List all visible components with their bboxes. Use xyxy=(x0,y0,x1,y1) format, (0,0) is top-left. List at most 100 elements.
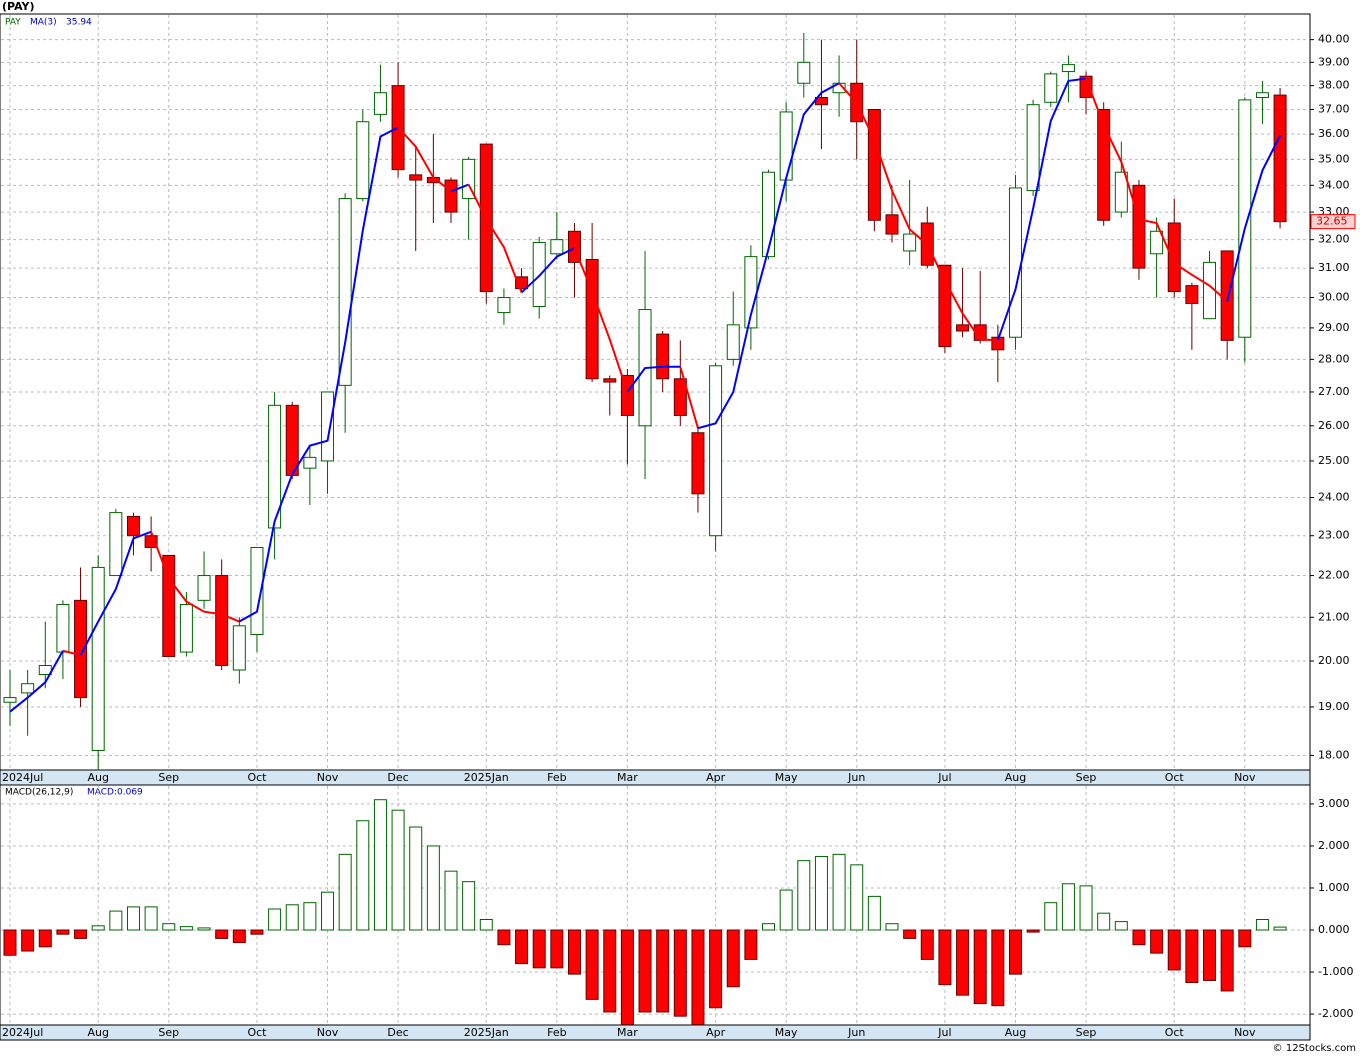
macd-bar xyxy=(762,923,776,931)
candle-body xyxy=(603,378,617,383)
macd-bar xyxy=(973,929,987,1005)
macd-bar xyxy=(956,929,970,996)
x-tick-label: 2025Jan xyxy=(464,1026,509,1039)
x-tick-label: Oct xyxy=(1165,1026,1185,1039)
macd-bar xyxy=(1150,929,1164,954)
candle-body xyxy=(1132,184,1146,269)
y-tick-label: 40.00 xyxy=(1318,33,1350,46)
macd-bar xyxy=(1167,929,1181,971)
ma-line xyxy=(238,126,399,623)
ma-line xyxy=(697,82,840,430)
x-tick-label: Oct xyxy=(1165,771,1185,784)
macd-bar xyxy=(515,929,529,965)
macd-bar xyxy=(1026,929,1040,933)
macd-bar xyxy=(903,929,917,939)
macd-bar xyxy=(462,881,476,931)
candle-body xyxy=(409,174,423,181)
candle-body xyxy=(1185,285,1199,305)
y-tick-label: 29.00 xyxy=(1318,321,1350,334)
x-tick-label: Apr xyxy=(706,1026,726,1039)
x-axis-strip xyxy=(0,1024,1311,1041)
ma-line xyxy=(1226,135,1281,302)
candle-body xyxy=(938,264,952,348)
y-tick-label: 2.000 xyxy=(1318,839,1350,852)
macd-bar xyxy=(3,929,17,956)
macd-bar xyxy=(162,923,176,931)
candle-body xyxy=(21,683,35,694)
candle-body xyxy=(1150,230,1164,255)
ma-line xyxy=(62,649,81,657)
x-tick-label: 2024Jul xyxy=(2,1026,43,1039)
macd-bar xyxy=(885,923,899,931)
macd-bar xyxy=(1255,919,1269,931)
x-tick-label: Mar xyxy=(617,1026,638,1039)
candle-body xyxy=(691,432,705,495)
candle-body xyxy=(515,276,529,290)
candle-body xyxy=(303,456,317,469)
candle-body xyxy=(1097,109,1111,221)
candle-body xyxy=(585,258,599,380)
candle-body xyxy=(444,179,458,213)
macd-bar xyxy=(744,929,758,960)
candle-body xyxy=(91,566,105,751)
candle-body xyxy=(373,92,387,115)
y-tick-label: 25.00 xyxy=(1318,454,1350,467)
candle-body xyxy=(56,604,70,653)
macd-bar xyxy=(1008,929,1022,975)
macd-bar xyxy=(709,929,723,1009)
x-tick-label: Mar xyxy=(617,771,638,784)
macd-bar xyxy=(1114,921,1128,931)
macd-current: MACD:0.069 xyxy=(87,788,143,798)
y-tick-label: 1.000 xyxy=(1318,881,1350,894)
candle-body xyxy=(726,324,740,360)
candle-body xyxy=(109,512,123,577)
ma-line xyxy=(996,77,1087,341)
macd-bar xyxy=(1097,912,1111,931)
candle-body xyxy=(779,111,793,181)
candle-body xyxy=(126,515,140,537)
macd-bar xyxy=(391,809,405,931)
candle-body xyxy=(356,121,370,200)
y-tick-label: 20.00 xyxy=(1318,654,1350,667)
macd-bar xyxy=(1220,929,1234,992)
x-tick-label: Aug xyxy=(1005,1026,1026,1039)
y-tick-label: 24.00 xyxy=(1318,491,1350,504)
macd-bar xyxy=(656,929,670,1013)
macd-bar xyxy=(268,908,282,931)
candle-body xyxy=(709,365,723,537)
macd-bar xyxy=(373,799,387,931)
x-tick-label: Oct xyxy=(247,771,267,784)
candle-body xyxy=(1255,92,1269,98)
candle-body xyxy=(1167,222,1181,293)
ma-line xyxy=(9,650,64,713)
x-tick-label: Sep xyxy=(158,771,179,784)
macd-bar xyxy=(638,929,652,1013)
candle-body xyxy=(1079,75,1093,98)
x-tick-label: Jul xyxy=(937,1026,951,1039)
x-tick-label: Aug xyxy=(87,1026,108,1039)
macd-bar xyxy=(1273,926,1287,931)
macd-bar xyxy=(126,906,140,931)
x-tick-label: Aug xyxy=(87,771,108,784)
candle-body xyxy=(1220,250,1234,341)
x-tick-label: Jul xyxy=(937,771,951,784)
candle-body xyxy=(656,333,670,380)
macd-bar xyxy=(179,926,193,931)
candle-body xyxy=(762,171,776,258)
y-tick-label: 31.00 xyxy=(1318,261,1350,274)
ma-line xyxy=(626,365,681,393)
ma-line xyxy=(79,530,152,656)
candle-body xyxy=(956,324,970,332)
macd-bar xyxy=(567,929,581,975)
y-tick-label: -1.000 xyxy=(1318,965,1353,978)
macd-bar xyxy=(1238,929,1252,948)
candle-body xyxy=(338,198,352,386)
candle-body xyxy=(497,297,511,314)
footer: © 12Stocks.com xyxy=(1273,1043,1356,1054)
macd-bar xyxy=(232,929,246,944)
x-tick-label: Feb xyxy=(547,1026,566,1039)
macd-bar xyxy=(303,902,317,931)
candle-body xyxy=(1044,73,1058,103)
ma-line xyxy=(1085,78,1228,303)
